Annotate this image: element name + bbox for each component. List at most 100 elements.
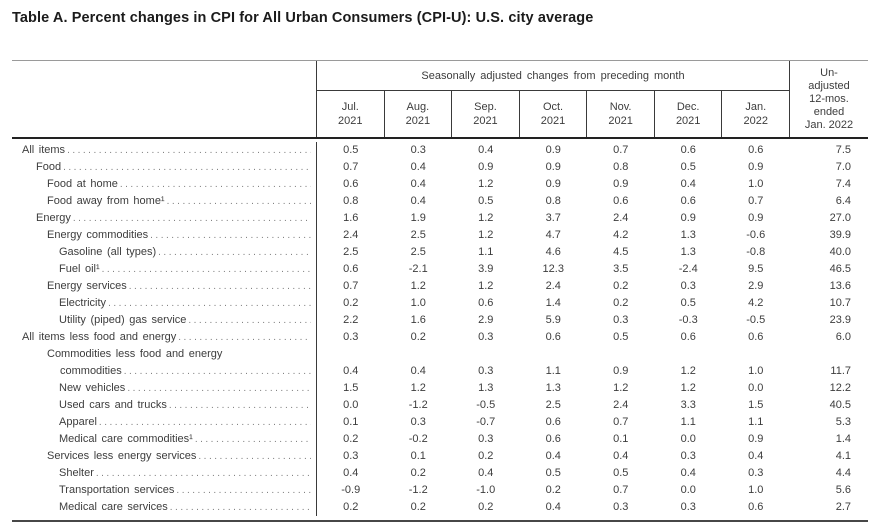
month-value-cell: 3.7 [545, 212, 561, 224]
month-value-cell: 0.2 [478, 501, 494, 513]
unadjusted-header-line: adjusted [808, 79, 850, 92]
dot-leader [67, 142, 311, 159]
month-value-cell: -2.1 [408, 263, 428, 275]
table-row: Utility (piped) gas service 2.2 1.6 2.9 5.9 0… [12, 312, 868, 329]
month-value-cell: 0.3 [680, 501, 696, 513]
month-value-cell: -0.8 [746, 246, 766, 258]
month-value-cell: 0.3 [478, 433, 494, 445]
month-value-cell: 0.6 [748, 501, 764, 513]
month-value-cell: 1.2 [478, 212, 494, 224]
month-value-cell: 0.3 [613, 501, 629, 513]
dot-leader [129, 278, 311, 295]
month-value-cell: 0.4 [478, 467, 494, 479]
row-stub: Utility (piped) gas service [12, 312, 317, 329]
month-value-cell: 0.6 [545, 433, 561, 445]
unadjusted-value-cell: 13.6 [829, 280, 851, 292]
year-label: 2021 [608, 115, 633, 127]
month-value-cell: 0.0 [680, 433, 696, 445]
month-value-cell: 4.5 [613, 246, 629, 258]
dot-leader [120, 176, 311, 193]
year-label: 2022 [743, 115, 768, 127]
dot-leader [170, 499, 311, 516]
stub-line: All items less food and energy [12, 329, 316, 346]
month-label: Nov. [609, 101, 632, 113]
table-row: Food away from home¹ 0.8 0.4 0.5 0.8 0.6 0.6 0.… [12, 193, 868, 210]
row-stub: Used cars and trucks [12, 397, 317, 414]
row-label: Apparel [59, 416, 97, 428]
month-header-nov: Nov. 2021 [587, 91, 655, 137]
row-label: Food away from home¹ [47, 195, 165, 207]
row-label: Food at home [47, 178, 118, 190]
row-stub: Fuel oil¹ [12, 261, 317, 278]
dot-leader [127, 380, 311, 397]
stub-line: Commodities less food and energy [12, 346, 316, 363]
row-stub: Commodities less food and energy commodit… [12, 346, 317, 380]
stub-line: Apparel [12, 414, 316, 431]
month-value-cell: 2.4 [613, 212, 629, 224]
month-value-cell: 1.5 [748, 399, 764, 411]
table-row: Medical care services 0.2 0.2 0.2 0.4 0.3 0.3 0… [12, 499, 868, 516]
seasonally-adjusted-title: Seasonally adjusted changes from precedi… [317, 61, 789, 91]
unadjusted-value-cell: 5.6 [835, 484, 851, 496]
month-value-cell: 1.2 [478, 229, 494, 241]
month-value-cell: 0.0 [680, 484, 696, 496]
stub-line: Energy commodities [12, 227, 316, 244]
dot-leader [150, 227, 311, 244]
unadjusted-value-cell: 46.5 [829, 263, 851, 275]
month-value-cell: 1.0 [748, 484, 764, 496]
year-label: 2021 [675, 115, 701, 127]
year-label: 2021 [338, 115, 363, 127]
stub-line: Food away from home¹ [12, 193, 316, 210]
year-label: 2021 [473, 115, 498, 127]
month-value-cell: 1.3 [680, 229, 696, 241]
month-header-row: Jul. 2021 Aug. 2021 Sep. 2021 Oct. 2021 … [317, 91, 789, 137]
month-header-oct: Oct. 2021 [520, 91, 588, 137]
table-row: All items less food and energy 0.3 0.2 0.3 0… [12, 329, 868, 346]
year-label: 2021 [405, 115, 431, 127]
stub-line: commodities [12, 363, 316, 380]
month-label: Oct. [542, 101, 564, 113]
row-label: Medical care commodities¹ [59, 433, 193, 445]
month-value-cell: 0.4 [748, 450, 764, 462]
table-row: Electricity 0.2 1.0 0.6 1.4 0.2 0.5 4.2 10.7 [12, 295, 868, 312]
row-label: Gasoline (all types) [59, 246, 157, 258]
month-value-cell: 0.2 [545, 484, 561, 496]
unadjusted-value-cell: 5.3 [835, 416, 851, 428]
month-value-cell: 0.9 [613, 365, 629, 377]
row-stub: Medical care services [12, 499, 317, 516]
stub-line: Utility (piped) gas service [12, 312, 316, 329]
table-row: Energy commodities 2.4 2.5 1.2 4.7 4.2 1.3 -0.6… [12, 227, 868, 244]
row-label: Transportation services [59, 484, 175, 496]
month-value-cell: 0.2 [343, 433, 359, 445]
month-value-cell: 1.2 [478, 280, 494, 292]
row-stub: Food at home [12, 176, 317, 193]
month-value-cell: 2.5 [410, 229, 426, 241]
month-value-cell: 0.9 [748, 212, 764, 224]
row-stub: Electricity [12, 295, 317, 312]
month-value-cell: 0.4 [545, 450, 561, 462]
dot-leader [195, 431, 311, 448]
month-value-cell: 0.6 [748, 144, 764, 156]
month-value-cell: 1.3 [545, 382, 561, 394]
month-value-cell: 1.2 [478, 178, 494, 190]
month-value-cell: 0.3 [680, 450, 696, 462]
month-header-jul: Jul. 2021 [317, 91, 385, 137]
month-value-cell: -1.2 [408, 484, 428, 496]
month-value-cell: 2.4 [545, 280, 561, 292]
month-value-cell: 0.9 [748, 433, 764, 445]
stub-line: New vehicles [12, 380, 316, 397]
unadjusted-header-line: Jan. 2022 [804, 118, 854, 131]
month-value-cell: 0.3 [410, 144, 426, 156]
month-value-cell: 1.4 [545, 297, 561, 309]
row-label: Electricity [59, 297, 107, 309]
month-value-cell: 0.2 [343, 501, 359, 513]
row-stub: Energy commodities [12, 227, 317, 244]
month-value-cell: 0.6 [680, 195, 696, 207]
row-stub: Food away from home¹ [12, 193, 317, 210]
month-value-cell: 0.6 [478, 297, 494, 309]
month-value-cell: 1.1 [748, 416, 764, 428]
month-value-cell: 0.8 [545, 195, 561, 207]
month-value-cell: 4.6 [545, 246, 561, 258]
dot-leader [73, 210, 311, 227]
month-value-cell: 1.0 [410, 297, 426, 309]
